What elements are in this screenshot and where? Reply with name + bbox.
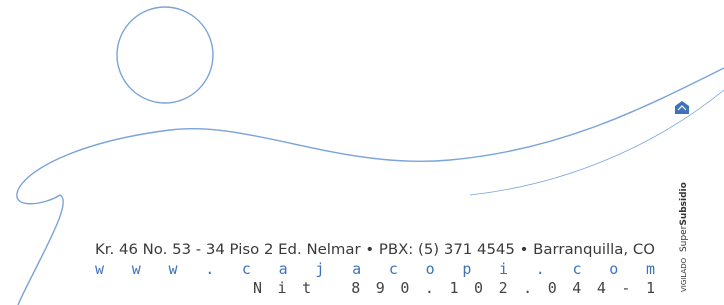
seal: VIGILADO SuperSubsidio [675,101,689,292]
seal-text: VIGILADO SuperSubsidio [679,182,689,292]
letterhead-footer: Kr. 46 No. 53 - 34 Piso 2 Ed. Nelmar • P… [0,0,724,305]
seal-icon [675,101,689,114]
tax-id: Nit 890.102.044-1 [253,279,655,297]
seal-brand-light: Super [679,225,689,252]
circle-ornament [117,7,213,103]
seal-brand-bold: Subsidio [679,182,689,225]
seal-prefix: VIGILADO [680,257,688,292]
website: www.cajacopi.com [95,260,655,278]
address: Kr. 46 No. 53 - 34 Piso 2 Ed. Nelmar • P… [95,242,655,258]
